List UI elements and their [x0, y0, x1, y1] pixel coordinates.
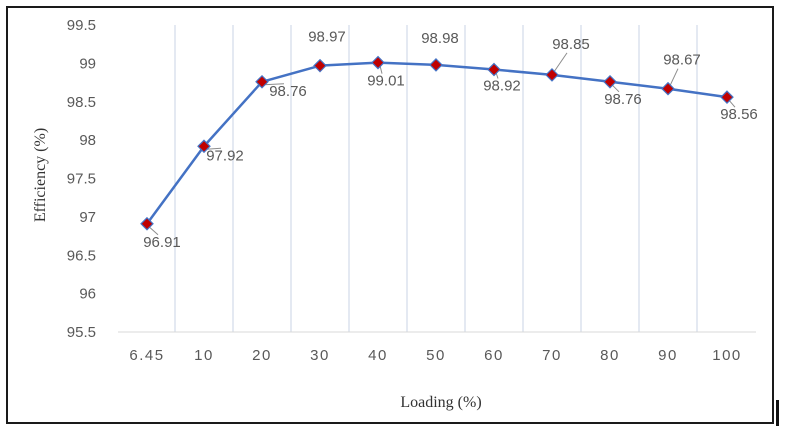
data-point-marker	[371, 55, 385, 70]
data-label: 99.01	[367, 73, 405, 90]
y-tick-label: 95.5	[67, 324, 96, 341]
x-tick-label: 100	[712, 347, 742, 364]
x-tick-label: 80	[600, 347, 620, 364]
data-label-leader-line	[263, 83, 285, 86]
data-point-marker	[661, 81, 675, 96]
x-tick-label: 6.45	[129, 347, 164, 364]
data-label-leader-line	[205, 147, 222, 150]
data-point-marker	[140, 216, 154, 231]
y-tick-label: 97.5	[67, 171, 96, 188]
x-tick-label: 60	[484, 347, 504, 364]
data-label-leader-line	[553, 52, 568, 73]
x-tick-label: 30	[310, 347, 330, 364]
leader-lines-layer	[148, 52, 736, 236]
data-label: 98.92	[483, 78, 521, 95]
data-label-leader-line	[669, 68, 679, 86]
y-tick-label: 96.5	[67, 247, 96, 264]
x-tick-label: 40	[368, 347, 388, 364]
x-tick-label: 90	[658, 347, 678, 364]
data-label: 98.76	[269, 83, 307, 100]
data-label: 98.97	[308, 29, 346, 46]
data-point-marker	[603, 74, 617, 89]
y-axis-tick-labels: 95.5 96 96.5 97 97.5 98 98.5 99 99.5	[67, 17, 96, 341]
x-tick-label: 50	[426, 347, 446, 364]
frame-edge-mark	[776, 400, 779, 426]
x-tick-label: 20	[252, 347, 272, 364]
data-point-marker	[313, 58, 327, 73]
data-point-marker	[255, 74, 269, 89]
data-label: 98.56	[720, 106, 758, 123]
data-label: 98.85	[552, 36, 590, 53]
data-point-marker	[197, 139, 211, 154]
x-axis-title: Loading (%)	[400, 394, 481, 411]
series-line-layer	[145, 61, 728, 225]
y-tick-label: 99	[79, 55, 96, 72]
y-tick-label: 96	[79, 286, 96, 303]
data-point-marker	[429, 58, 443, 72]
y-tick-label: 98.5	[67, 94, 96, 111]
efficiency-series-line	[145, 61, 728, 225]
x-tick-label: 70	[542, 347, 562, 364]
data-point-marker	[487, 62, 501, 77]
data-label: 98.76	[604, 91, 642, 108]
y-tick-label: 98	[79, 132, 96, 149]
data-label: 98.67	[663, 52, 701, 69]
data-label-leader-line	[611, 84, 620, 93]
data-point-marker	[545, 68, 559, 82]
x-axis-tick-labels: 6.45 10 20 30 40 50 60 70 80 90 100	[129, 347, 742, 364]
data-label: 97.92	[206, 147, 244, 164]
data-label-leader-line	[728, 99, 736, 108]
y-axis-title: Efficiency (%)	[32, 128, 49, 222]
x-tick-label: 10	[194, 347, 214, 364]
data-point-marker	[720, 90, 734, 104]
data-label-leader-line	[148, 226, 159, 236]
y-tick-label: 97	[79, 209, 96, 226]
data-labels-layer: 96.91 97.92 98.76 98.97 99.01 98.98 98.92 98.85…	[143, 29, 758, 251]
grid-layer	[118, 25, 756, 333]
y-tick-label: 99.5	[67, 17, 96, 34]
marker-layer	[140, 55, 734, 231]
data-label: 96.91	[143, 234, 181, 251]
data-label: 98.98	[421, 30, 459, 47]
chart-frame	[6, 6, 774, 424]
